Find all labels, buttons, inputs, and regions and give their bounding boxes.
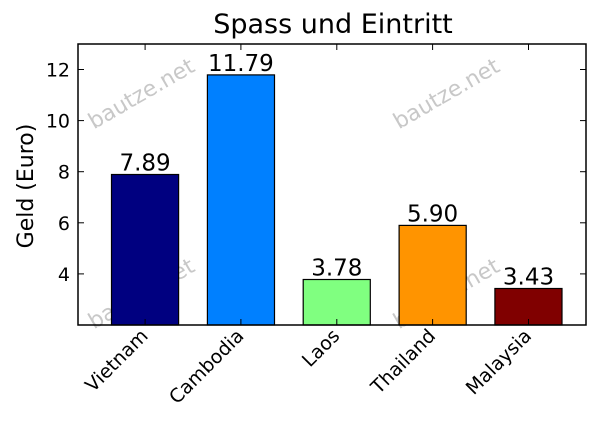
x-tick-label-vietnam: Vietnam [81, 325, 153, 397]
y-tick-label-8: 8 [58, 162, 70, 184]
bar-cambodia [206, 74, 276, 326]
y-tick-label-4: 4 [58, 264, 70, 286]
y-tick-label-10: 10 [46, 111, 70, 133]
bar-value-label-laos: 3.78 [311, 256, 362, 282]
bar-vietnam [110, 173, 180, 326]
watermark-text: bautze.net [84, 54, 199, 135]
plot-frame [77, 43, 587, 326]
bar-value-label-malaysia: 3.43 [503, 265, 554, 291]
bar-thailand [398, 224, 467, 326]
bar-value-label-vietnam: 7.89 [119, 151, 170, 177]
x-tick-label-thailand: Thailand [366, 325, 440, 399]
y-tick-label-12: 12 [46, 60, 70, 82]
x-tick-label-malaysia: Malaysia [462, 325, 536, 399]
bar-malaysia [494, 287, 563, 326]
y-tick-label-6: 6 [58, 213, 70, 235]
bar-value-label-thailand: 5.90 [407, 201, 458, 227]
bars-layer: 7.89 11.79 3.78 5.90 3.43 [110, 51, 563, 326]
x-tick-label-laos: Laos [298, 325, 345, 372]
x-tick-label-cambodia: Cambodia [165, 325, 249, 409]
watermark-text: bautze.net [389, 54, 504, 135]
y-axis-label: Geld (Euro) [14, 124, 39, 249]
bar-laos [302, 278, 371, 326]
bar-value-label-cambodia: 11.79 [208, 51, 274, 77]
chart-title: Spass und Eintritt [213, 9, 453, 40]
